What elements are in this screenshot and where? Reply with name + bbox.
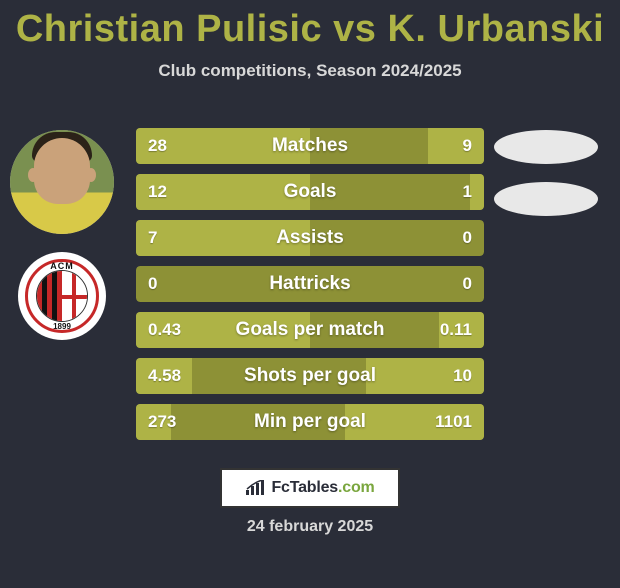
stat-label: Matches (136, 128, 484, 164)
player-left-club-badge: ACM 1899 (18, 252, 106, 340)
brand-suffix: .com (338, 479, 375, 496)
stat-row: 70Assists (136, 220, 484, 256)
stat-label: Goals per match (136, 312, 484, 348)
stat-label: Shots per goal (136, 358, 484, 394)
stat-row: 289Matches (136, 128, 484, 164)
stat-row: 00Hattricks (136, 266, 484, 302)
subtitle: Club competitions, Season 2024/2025 (0, 61, 620, 81)
stat-label: Assists (136, 220, 484, 256)
club-year: 1899 (28, 322, 96, 331)
left-player-column: ACM 1899 (8, 130, 118, 340)
stat-row: 2731101Min per goal (136, 404, 484, 440)
avatar-illustration (10, 130, 114, 234)
player-left-avatar (10, 130, 114, 234)
player-right-avatar-placeholder (494, 130, 598, 164)
page-title: Christian Pulisic vs K. Urbanski (0, 8, 620, 51)
brand-name: FcTables (271, 479, 338, 496)
chart-icon (245, 480, 265, 496)
stat-label: Goals (136, 174, 484, 210)
stat-row: 121Goals (136, 174, 484, 210)
stat-row: 4.5810Shots per goal (136, 358, 484, 394)
right-player-column (494, 130, 604, 234)
stat-row: 0.430.11Goals per match (136, 312, 484, 348)
brand-box[interactable]: FcTables.com (220, 468, 400, 508)
stat-label: Min per goal (136, 404, 484, 440)
stats-bars: 289Matches 121Goals 70Assists 00Hattricks 0.… (136, 128, 484, 450)
brand-text: FcTables.com (271, 479, 374, 497)
player-right-club-placeholder (494, 182, 598, 216)
stat-label: Hattricks (136, 266, 484, 302)
date-text: 24 february 2025 (0, 518, 620, 536)
